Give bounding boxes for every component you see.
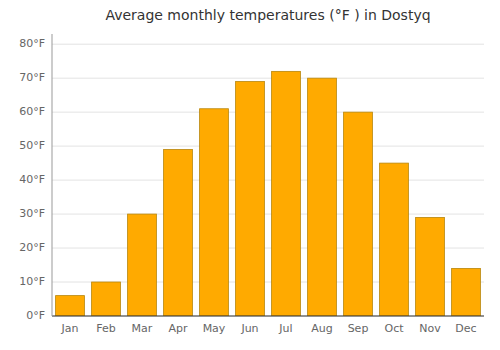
bar — [416, 217, 445, 316]
x-tick-label: Oct — [384, 322, 404, 335]
y-axis-line — [52, 34, 53, 316]
bar — [236, 82, 265, 316]
x-tick-label: Apr — [168, 322, 188, 335]
chart-svg: 0°F 10°F 20°F 30°F 40°F 50°F 60°F 70°F 80°F Jan Fe… — [0, 0, 500, 350]
bar — [452, 268, 481, 316]
x-tick-label: Dec — [455, 322, 476, 335]
grid-line — [52, 316, 484, 317]
bar — [272, 71, 301, 316]
bar — [164, 150, 193, 316]
x-tick-label: Feb — [96, 322, 115, 335]
y-tick-label: 10°F — [19, 275, 45, 288]
y-tick-label: 60°F — [19, 105, 45, 118]
bar — [92, 282, 121, 316]
bar — [200, 109, 229, 316]
x-tick-label: Jan — [61, 322, 79, 335]
y-tick-label: 50°F — [19, 139, 45, 152]
y-tick-label: 70°F — [19, 71, 45, 84]
grid-line — [52, 78, 484, 79]
grid-line — [52, 44, 484, 45]
y-tick-label: 0°F — [26, 309, 45, 322]
x-tick-label: Mar — [132, 322, 153, 335]
bars — [56, 71, 481, 316]
grid-line — [52, 146, 484, 147]
y-tick-label: 30°F — [19, 207, 45, 220]
chart-title: Average monthly temperatures (°F ) in Do… — [105, 7, 430, 23]
y-tick-label: 20°F — [19, 241, 45, 254]
x-tick-label: Sep — [348, 322, 369, 335]
x-tick-label: May — [203, 322, 226, 335]
bar — [344, 112, 373, 316]
x-tick-label: Jun — [240, 322, 258, 335]
x-tick-label: Nov — [419, 322, 441, 335]
x-tick-label: Aug — [311, 322, 332, 335]
y-tick-label: 40°F — [19, 173, 45, 186]
grid — [52, 44, 484, 316]
grid-line — [52, 112, 484, 113]
y-tick-label: 80°F — [19, 37, 45, 50]
bar — [380, 163, 409, 316]
bar — [308, 78, 337, 316]
chart-container: 0°F 10°F 20°F 30°F 40°F 50°F 60°F 70°F 80°F Jan Fe… — [0, 0, 500, 350]
bar — [128, 214, 157, 316]
x-axis-line — [52, 315, 484, 316]
grid-line — [52, 214, 484, 215]
grid-line — [52, 180, 484, 181]
x-tick-label: Jul — [278, 322, 292, 335]
bar — [56, 296, 85, 316]
